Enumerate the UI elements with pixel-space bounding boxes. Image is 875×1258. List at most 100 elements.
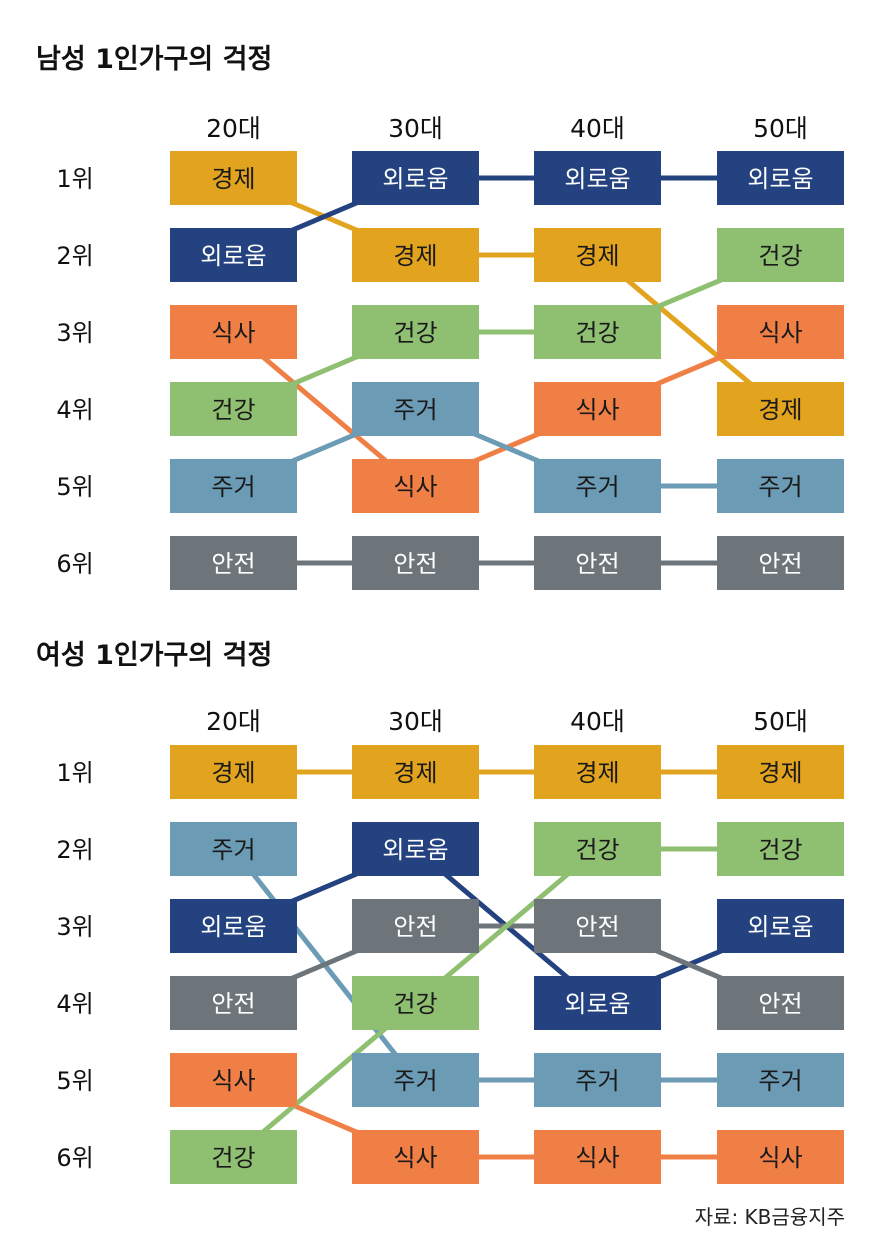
rank-box-bg (352, 536, 479, 590)
rank-box-bg (717, 822, 844, 876)
rank-box-label: 건강 (575, 836, 619, 864)
rank-box-label: 안전 (393, 913, 437, 941)
rank-box-label: 주거 (211, 473, 255, 501)
rank-label: 6위 (56, 550, 93, 578)
rank-box: 외로움 (534, 976, 661, 1030)
rank-box: 건강 (170, 1130, 297, 1184)
rank-box-bg (352, 228, 479, 282)
rank-box-label: 안전 (393, 550, 437, 578)
rank-label: 2위 (56, 242, 93, 270)
rank-box-label: 외로움 (200, 242, 266, 270)
rank-box: 외로움 (717, 151, 844, 205)
rank-box: 식사 (352, 1130, 479, 1184)
rank-box: 건강 (534, 305, 661, 359)
rank-box: 건강 (352, 305, 479, 359)
column-header: 40대 (570, 707, 625, 736)
rank-box-bg (170, 151, 297, 205)
rank-box-bg (170, 976, 297, 1030)
rank-box: 식사 (534, 1130, 661, 1184)
rank-box: 식사 (352, 459, 479, 513)
rank-box: 경제 (352, 228, 479, 282)
rank-box-label: 경제 (758, 396, 802, 424)
rank-box-bg (352, 305, 479, 359)
rank-label: 1위 (56, 165, 93, 193)
rank-label: 4위 (56, 396, 93, 424)
rank-box-bg (717, 459, 844, 513)
rank-box: 건강 (534, 822, 661, 876)
connector-lines (231, 175, 783, 566)
rank-box-label: 경제 (393, 242, 437, 270)
rank-box-label: 경제 (211, 759, 255, 787)
rank-label: 1위 (56, 759, 93, 787)
column-header: 50대 (753, 707, 808, 736)
rank-box-label: 주거 (575, 1067, 619, 1095)
column-header: 20대 (206, 114, 261, 143)
rank-box: 외로움 (170, 228, 297, 282)
rank-box: 식사 (170, 305, 297, 359)
rank-box-bg (717, 976, 844, 1030)
rank-label: 5위 (56, 473, 93, 501)
rank-box-bg (717, 1130, 844, 1184)
rank-box-bg (170, 1130, 297, 1184)
rank-box-label: 건강 (575, 319, 619, 347)
rank-box: 안전 (534, 899, 661, 953)
column-header: 50대 (753, 114, 808, 143)
rank-box-bg (717, 536, 844, 590)
rank-box: 식사 (717, 305, 844, 359)
rank-box-bg (170, 305, 297, 359)
rank-box-label: 식사 (393, 473, 437, 501)
rank-box-bg (717, 1053, 844, 1107)
rank-box: 건강 (717, 228, 844, 282)
source-note: 자료: KB금융지주 (695, 1205, 845, 1229)
column-header: 20대 (206, 707, 261, 736)
rank-box-label: 안전 (758, 990, 802, 1018)
column-header: 30대 (388, 114, 443, 143)
rank-box: 안전 (352, 536, 479, 590)
rank-box: 안전 (170, 536, 297, 590)
rank-box-bg (534, 151, 661, 205)
rank-box: 주거 (717, 1053, 844, 1107)
rank-box: 안전 (717, 976, 844, 1030)
rank-box-bg (534, 822, 661, 876)
rank-box-bg (717, 745, 844, 799)
rank-box-label: 경제 (575, 759, 619, 787)
rank-box-label: 외로움 (747, 165, 813, 193)
rank-box-bg (352, 1053, 479, 1107)
rank-box-label: 안전 (575, 550, 619, 578)
rank-box: 외로움 (170, 899, 297, 953)
rank-box-bg (170, 536, 297, 590)
rank-box-bg (170, 1053, 297, 1107)
rank-box-label: 건강 (393, 990, 437, 1018)
rank-box: 경제 (170, 745, 297, 799)
rank-box-label: 식사 (758, 1144, 802, 1172)
rank-box-bg (534, 382, 661, 436)
chart-title: 여성 1인가구의 걱정 (36, 640, 272, 671)
rank-box-label: 안전 (211, 550, 255, 578)
rank-box: 주거 (352, 1053, 479, 1107)
rank-box-bg (352, 382, 479, 436)
rank-box: 경제 (170, 151, 297, 205)
rank-box-bg (534, 1053, 661, 1107)
rank-box-bg (534, 899, 661, 953)
rank-box-label: 경제 (393, 759, 437, 787)
rank-box-label: 건강 (393, 319, 437, 347)
rank-box-bg (717, 899, 844, 953)
rank-box-bg (170, 382, 297, 436)
rank-box-bg (352, 745, 479, 799)
rank-box-label: 외로움 (747, 913, 813, 941)
rank-box: 주거 (170, 822, 297, 876)
connector-lines (231, 769, 782, 1160)
rank-box-label: 경제 (758, 759, 802, 787)
rank-box-label: 외로움 (382, 836, 448, 864)
rank-box-bg (717, 305, 844, 359)
rank-box-label: 식사 (575, 1144, 619, 1172)
rank-box-label: 건강 (211, 1144, 255, 1172)
rank-box: 경제 (717, 382, 844, 436)
rank-box-bg (352, 899, 479, 953)
rank-box-label: 식사 (211, 319, 255, 347)
rank-box: 경제 (534, 745, 661, 799)
rank-box: 건강 (170, 382, 297, 436)
